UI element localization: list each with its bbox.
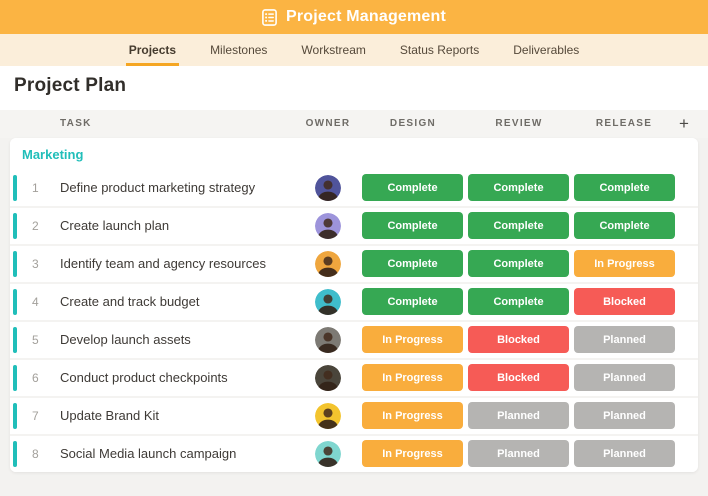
task-name[interactable]: Conduct product checkpoints xyxy=(60,370,228,385)
status-badge[interactable]: Blocked xyxy=(468,326,569,353)
row-accent-bar xyxy=(13,289,17,315)
row-number: 3 xyxy=(32,257,39,271)
task-name[interactable]: Identify team and agency resources xyxy=(60,256,266,271)
tab-bar: Projects Milestones Workstream Status Repor… xyxy=(0,34,708,66)
tab-projects[interactable]: Projects xyxy=(125,34,180,66)
heading-area: Project Plan xyxy=(0,66,708,110)
status-badge[interactable]: Blocked xyxy=(574,288,675,315)
add-column-button[interactable]: + xyxy=(674,110,694,138)
table-row: 1 Define product marketing strategy Comp… xyxy=(10,170,698,208)
table-header: TASK OWNER DESIGN REVIEW RELEASE + xyxy=(0,110,708,138)
status-badge[interactable]: Planned xyxy=(574,402,675,429)
task-name[interactable]: Update Brand Kit xyxy=(60,408,160,423)
row-accent-bar xyxy=(13,213,17,239)
tab-workstream[interactable]: Workstream xyxy=(298,34,368,66)
status-badge[interactable]: In Progress xyxy=(362,402,463,429)
status-badge[interactable]: Planned xyxy=(574,326,675,353)
status-badge[interactable]: Complete xyxy=(362,212,463,239)
status-badge[interactable]: In Progress xyxy=(362,440,463,467)
row-accent-bar xyxy=(13,365,17,391)
table-row: 7 Update Brand Kit In Progress Planned P… xyxy=(10,398,698,436)
task-name[interactable]: Create and track budget xyxy=(60,294,200,309)
avatar[interactable] xyxy=(315,327,341,353)
row-accent-bar xyxy=(13,175,17,201)
avatar[interactable] xyxy=(315,289,341,315)
task-card: Marketing 1 Define product marketing str… xyxy=(10,138,698,472)
status-badge[interactable]: Complete xyxy=(574,212,675,239)
page-title: Project Plan xyxy=(14,75,127,96)
status-badge[interactable]: Complete xyxy=(362,174,463,201)
table-row: 2 Create launch plan Complete Complete C… xyxy=(10,208,698,246)
status-badge[interactable]: Complete xyxy=(362,288,463,315)
task-list: 1 Define product marketing strategy Comp… xyxy=(10,170,698,472)
status-badge[interactable]: In Progress xyxy=(574,250,675,277)
row-number: 2 xyxy=(32,219,39,233)
column-header-design: DESIGN xyxy=(389,118,437,129)
row-number: 7 xyxy=(32,409,39,423)
topbar: Project Management xyxy=(0,0,708,34)
table-row: 4 Create and track budget Complete Compl… xyxy=(10,284,698,322)
section-header-marketing[interactable]: Marketing xyxy=(10,138,698,170)
avatar[interactable] xyxy=(315,441,341,467)
table-row: 6 Conduct product checkpoints In Progres… xyxy=(10,360,698,398)
row-number: 6 xyxy=(32,371,39,385)
status-badge[interactable]: Complete xyxy=(574,174,675,201)
column-header-owner: OWNER xyxy=(305,118,351,129)
status-badge[interactable]: Blocked xyxy=(468,364,569,391)
app-title: Project Management xyxy=(285,8,447,25)
row-number: 4 xyxy=(32,295,39,309)
status-badge[interactable]: Planned xyxy=(574,440,675,467)
table-row: 3 Identify team and agency resources Com… xyxy=(10,246,698,284)
status-badge[interactable]: In Progress xyxy=(362,364,463,391)
avatar[interactable] xyxy=(315,175,341,201)
status-badge[interactable]: Planned xyxy=(468,440,569,467)
avatar[interactable] xyxy=(315,251,341,277)
row-accent-bar xyxy=(13,327,17,353)
avatar[interactable] xyxy=(315,403,341,429)
clipboard-list-icon xyxy=(262,8,277,26)
status-badge[interactable]: Complete xyxy=(362,250,463,277)
status-badge[interactable]: Complete xyxy=(468,250,569,277)
row-number: 5 xyxy=(32,333,39,347)
status-badge[interactable]: Complete xyxy=(468,288,569,315)
column-header-review: REVIEW xyxy=(495,118,543,129)
table-row: 5 Develop launch assets In Progress Bloc… xyxy=(10,322,698,360)
row-number: 8 xyxy=(32,447,39,461)
row-number: 1 xyxy=(32,181,39,195)
task-name[interactable]: Define product marketing strategy xyxy=(60,180,256,195)
task-name[interactable]: Create launch plan xyxy=(60,218,170,233)
table-row: 8 Social Media launch campaign In Progre… xyxy=(10,436,698,472)
status-badge[interactable]: Complete xyxy=(468,174,569,201)
tab-status-reports[interactable]: Status Reports xyxy=(397,34,482,66)
tab-deliverables[interactable]: Deliverables xyxy=(510,34,582,66)
row-accent-bar xyxy=(13,403,17,429)
status-badge[interactable]: Planned xyxy=(468,402,569,429)
column-header-task: TASK xyxy=(60,118,92,129)
row-accent-bar xyxy=(13,441,17,467)
status-badge[interactable]: Planned xyxy=(574,364,675,391)
column-header-release: RELEASE xyxy=(595,118,653,129)
avatar[interactable] xyxy=(315,213,341,239)
row-accent-bar xyxy=(13,251,17,277)
task-name[interactable]: Social Media launch campaign xyxy=(60,446,237,461)
status-badge[interactable]: Complete xyxy=(468,212,569,239)
task-name[interactable]: Develop launch assets xyxy=(60,332,191,347)
avatar[interactable] xyxy=(315,365,341,391)
tab-milestones[interactable]: Milestones xyxy=(207,34,270,66)
status-badge[interactable]: In Progress xyxy=(362,326,463,353)
